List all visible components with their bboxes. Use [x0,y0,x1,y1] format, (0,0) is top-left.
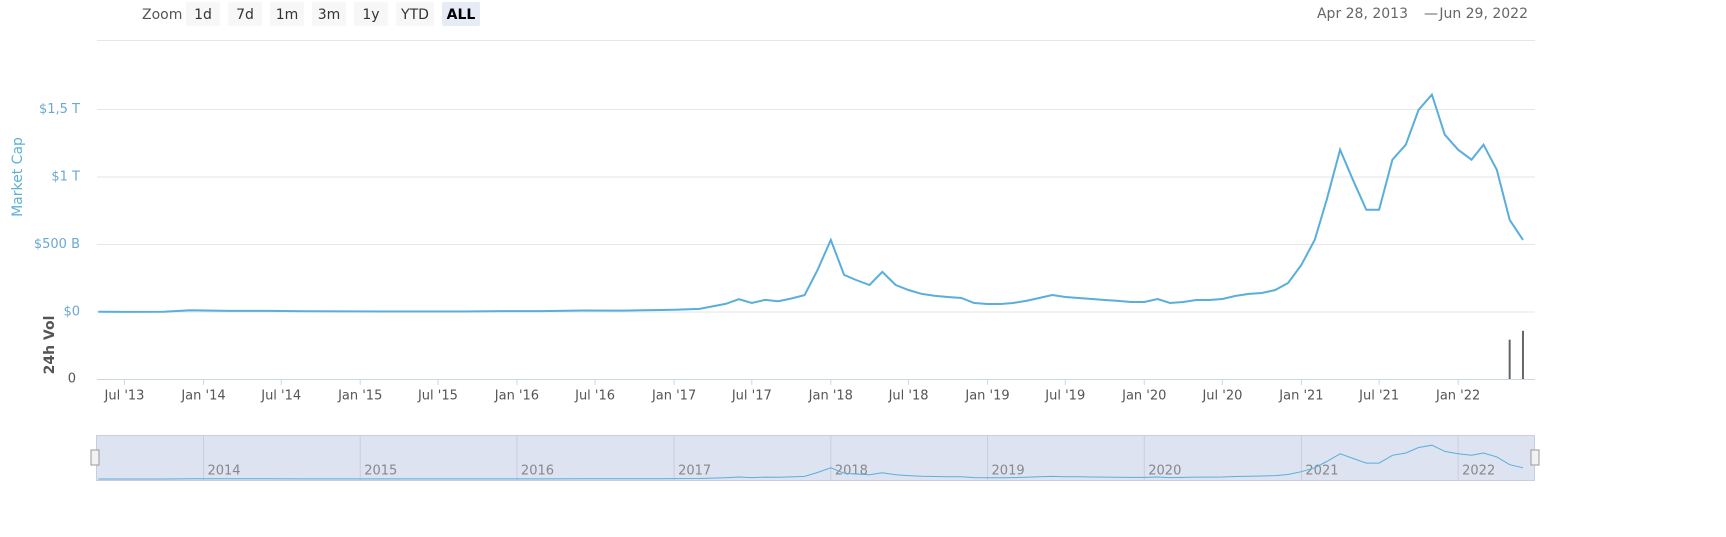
navigator-handle[interactable] [90,449,100,466]
navigator-handle[interactable] [1530,449,1540,466]
x-tick-label: Jul '16 [574,389,615,404]
x-tick-label: Jul '20 [1201,389,1242,404]
zoom-button-label[interactable]: 7d [236,7,254,23]
navigator-label: 2017 [678,464,711,479]
x-tick-label: Jul '19 [1044,389,1085,404]
navigator-label: 2020 [1148,464,1181,479]
zoom-button-label[interactable]: 1d [194,7,212,23]
range-separator: — [1424,6,1438,22]
x-tick-label: Jul '21 [1358,389,1399,404]
volume-axis-title: 24h Vol [42,316,58,375]
x-tick-label: Jan '17 [651,389,696,404]
zoom-button[interactable] [354,2,388,26]
range-from: Apr 28, 2013 [1317,6,1408,22]
x-tick-label: Jul '17 [731,389,772,404]
zoom-button-label[interactable]: YTD [400,7,429,23]
line [98,92,1524,313]
navigator-line [98,444,1524,480]
zoom-button[interactable] [270,2,304,26]
zoom-buttons: 1d 7d 1m 3m 1y YTD ALL [186,2,480,26]
zoom-button[interactable] [396,2,434,26]
x-tick-label: Jul '15 [417,389,458,404]
y-tick-label: $1,5 T [39,102,80,117]
y-axis-title: Market Cap [10,137,26,217]
volume-tick-label: 0 [68,372,76,387]
x-tick-label: Jul '14 [260,389,301,404]
x-tick-label: Jan '14 [180,389,225,404]
x-tick-label: Jul '13 [104,389,145,404]
x-tick-label: Jan '18 [808,389,853,404]
navigator-label: 2019 [992,464,1025,479]
navigator-label: 2016 [521,464,554,479]
zoom-button-label[interactable]: 3m [318,7,341,23]
range-to: Jun 29, 2022 [1438,6,1528,22]
x-tick-label: Jan '19 [964,389,1009,404]
y-tick-label: $1 T [51,170,80,185]
zoom-label: Zoom [142,7,182,23]
x-tick-label: Jan '20 [1121,389,1166,404]
navigator-label: 2022 [1462,464,1495,479]
x-tick-label: Jan '22 [1435,389,1480,404]
zoom-button-label[interactable]: ALL [447,7,476,23]
x-tick-label: Jan '15 [337,389,382,404]
zoom-button[interactable] [442,2,480,26]
navigator-label: 2021 [1305,464,1338,479]
zoom-button-label[interactable]: 1m [276,7,299,23]
zoom-button[interactable] [312,2,346,26]
y-tick-label: $500 B [34,237,80,252]
navigator-label: 2018 [835,464,868,479]
navigator-label: 2015 [364,464,397,479]
y-tick-label: $0 [63,305,80,320]
x-tick-label: Jan '21 [1278,389,1323,404]
volume-bar [1521,330,1524,379]
zoom-button-label[interactable]: 1y [362,7,379,23]
zoom-button[interactable] [186,2,220,26]
volume-bar [1508,339,1511,379]
x-tick-label: Jul '18 [888,389,929,404]
navigator-label: 2014 [207,464,240,479]
zoom-button[interactable] [228,2,262,26]
x-tick-label: Jan '16 [494,389,539,404]
